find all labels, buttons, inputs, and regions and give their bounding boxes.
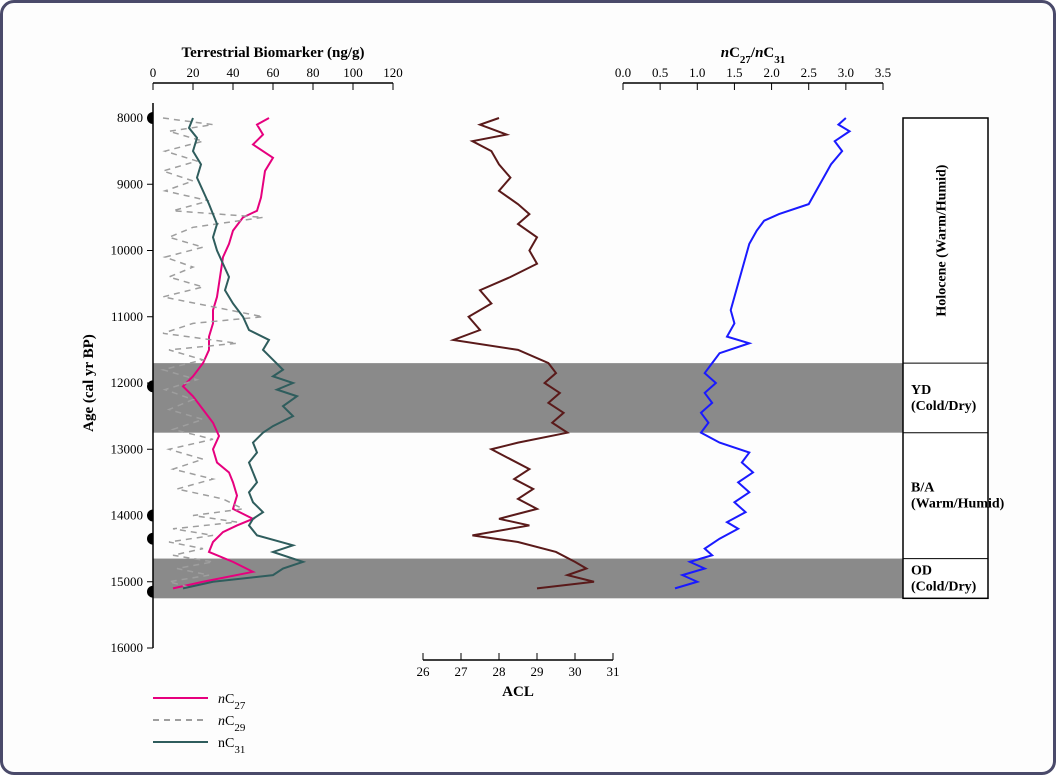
period-label: YD (911, 383, 931, 398)
y-tick-label: 12000 (111, 375, 144, 390)
svg-text:80: 80 (307, 65, 320, 80)
svg-text:30: 30 (569, 664, 582, 679)
svg-text:60: 60 (267, 65, 280, 80)
svg-text:3.0: 3.0 (838, 65, 854, 80)
svg-text:0: 0 (150, 65, 157, 80)
climate-band (153, 363, 903, 433)
svg-text:40: 40 (227, 65, 240, 80)
panel3-label: nC27/nC31 (721, 45, 786, 66)
y-tick-label: 8000 (117, 110, 143, 125)
period-label: (Cold/Dry) (911, 579, 977, 594)
yaxis-marker (147, 112, 153, 124)
x-axis-bottom: 26 27 28 29 30 31 ACL (417, 653, 620, 700)
period-label: OD (911, 563, 932, 578)
y-axis-label: Age (cal yr BP) (81, 334, 97, 432)
panel1-label: Terrestrial Biomarker (ng/g) (181, 45, 364, 61)
svg-text:1.0: 1.0 (689, 65, 705, 80)
svg-text:0.5: 0.5 (652, 65, 668, 80)
svg-text:2.0: 2.0 (763, 65, 779, 80)
svg-text:29: 29 (531, 664, 544, 679)
svg-text:20: 20 (187, 65, 200, 80)
series-nC27 (173, 118, 273, 588)
y-tick-label: 11000 (111, 309, 143, 324)
y-tick-label: 16000 (111, 640, 144, 655)
svg-text:0.0: 0.0 (615, 65, 631, 80)
legend: nC27nC29nC31 (153, 692, 246, 756)
y-axis: 8000 9000 10000 11000 12000 13000 14000 15000 16… (81, 103, 153, 655)
y-tick-label: 15000 (111, 574, 144, 589)
series-ratio (675, 118, 850, 588)
y-tick-label: 13000 (111, 441, 144, 456)
y-tick-label: 10000 (111, 243, 144, 258)
svg-text:2.5: 2.5 (801, 65, 817, 80)
svg-text:3.5: 3.5 (875, 65, 891, 80)
series-nC29 (163, 118, 263, 588)
climate-band (153, 559, 903, 599)
svg-text:27: 27 (455, 664, 469, 679)
y-tick-label: 9000 (117, 176, 143, 191)
yaxis-marker (147, 586, 153, 598)
svg-text:1.5: 1.5 (726, 65, 742, 80)
svg-text:26: 26 (417, 664, 431, 679)
periods-box: Holocene (Warm/Humid)YD(Cold/Dry)B/A(War… (903, 118, 1005, 598)
period-label: (Warm/Humid) (911, 497, 1005, 512)
yaxis-marker (147, 533, 153, 545)
yaxis-marker (147, 510, 153, 522)
period-label: Holocene (Warm/Humid) (935, 164, 950, 316)
period-label: B/A (911, 481, 935, 496)
y-tick-label: 14000 (111, 508, 144, 523)
svg-text:100: 100 (343, 65, 363, 80)
svg-text:28: 28 (493, 664, 506, 679)
legend-label: nC31 (218, 736, 245, 756)
series-ACL (453, 118, 594, 588)
shaded-bands (153, 363, 903, 598)
svg-text:31: 31 (607, 664, 620, 679)
legend-label: nC27 (218, 692, 246, 712)
series-nC31 (183, 118, 303, 588)
legend-label: nC29 (218, 714, 246, 734)
panel2-label: ACL (502, 684, 534, 700)
chart-svg: 8000 9000 10000 11000 12000 13000 14000 15000 16… (3, 3, 1053, 772)
yaxis-marker (147, 380, 153, 392)
period-label: (Cold/Dry) (911, 399, 977, 414)
chart-frame: 8000 9000 10000 11000 12000 13000 14000 15000 16… (0, 0, 1056, 775)
x-axis-top: 0.0 0.5 1.0 1.5 2.0 2.5 3.0 3.5 nC27/nC31 (615, 45, 891, 90)
x-axis-top: 0 20 40 60 80 100 120 Terrestrial Biomarker (ng… (150, 45, 403, 90)
svg-text:120: 120 (383, 65, 403, 80)
